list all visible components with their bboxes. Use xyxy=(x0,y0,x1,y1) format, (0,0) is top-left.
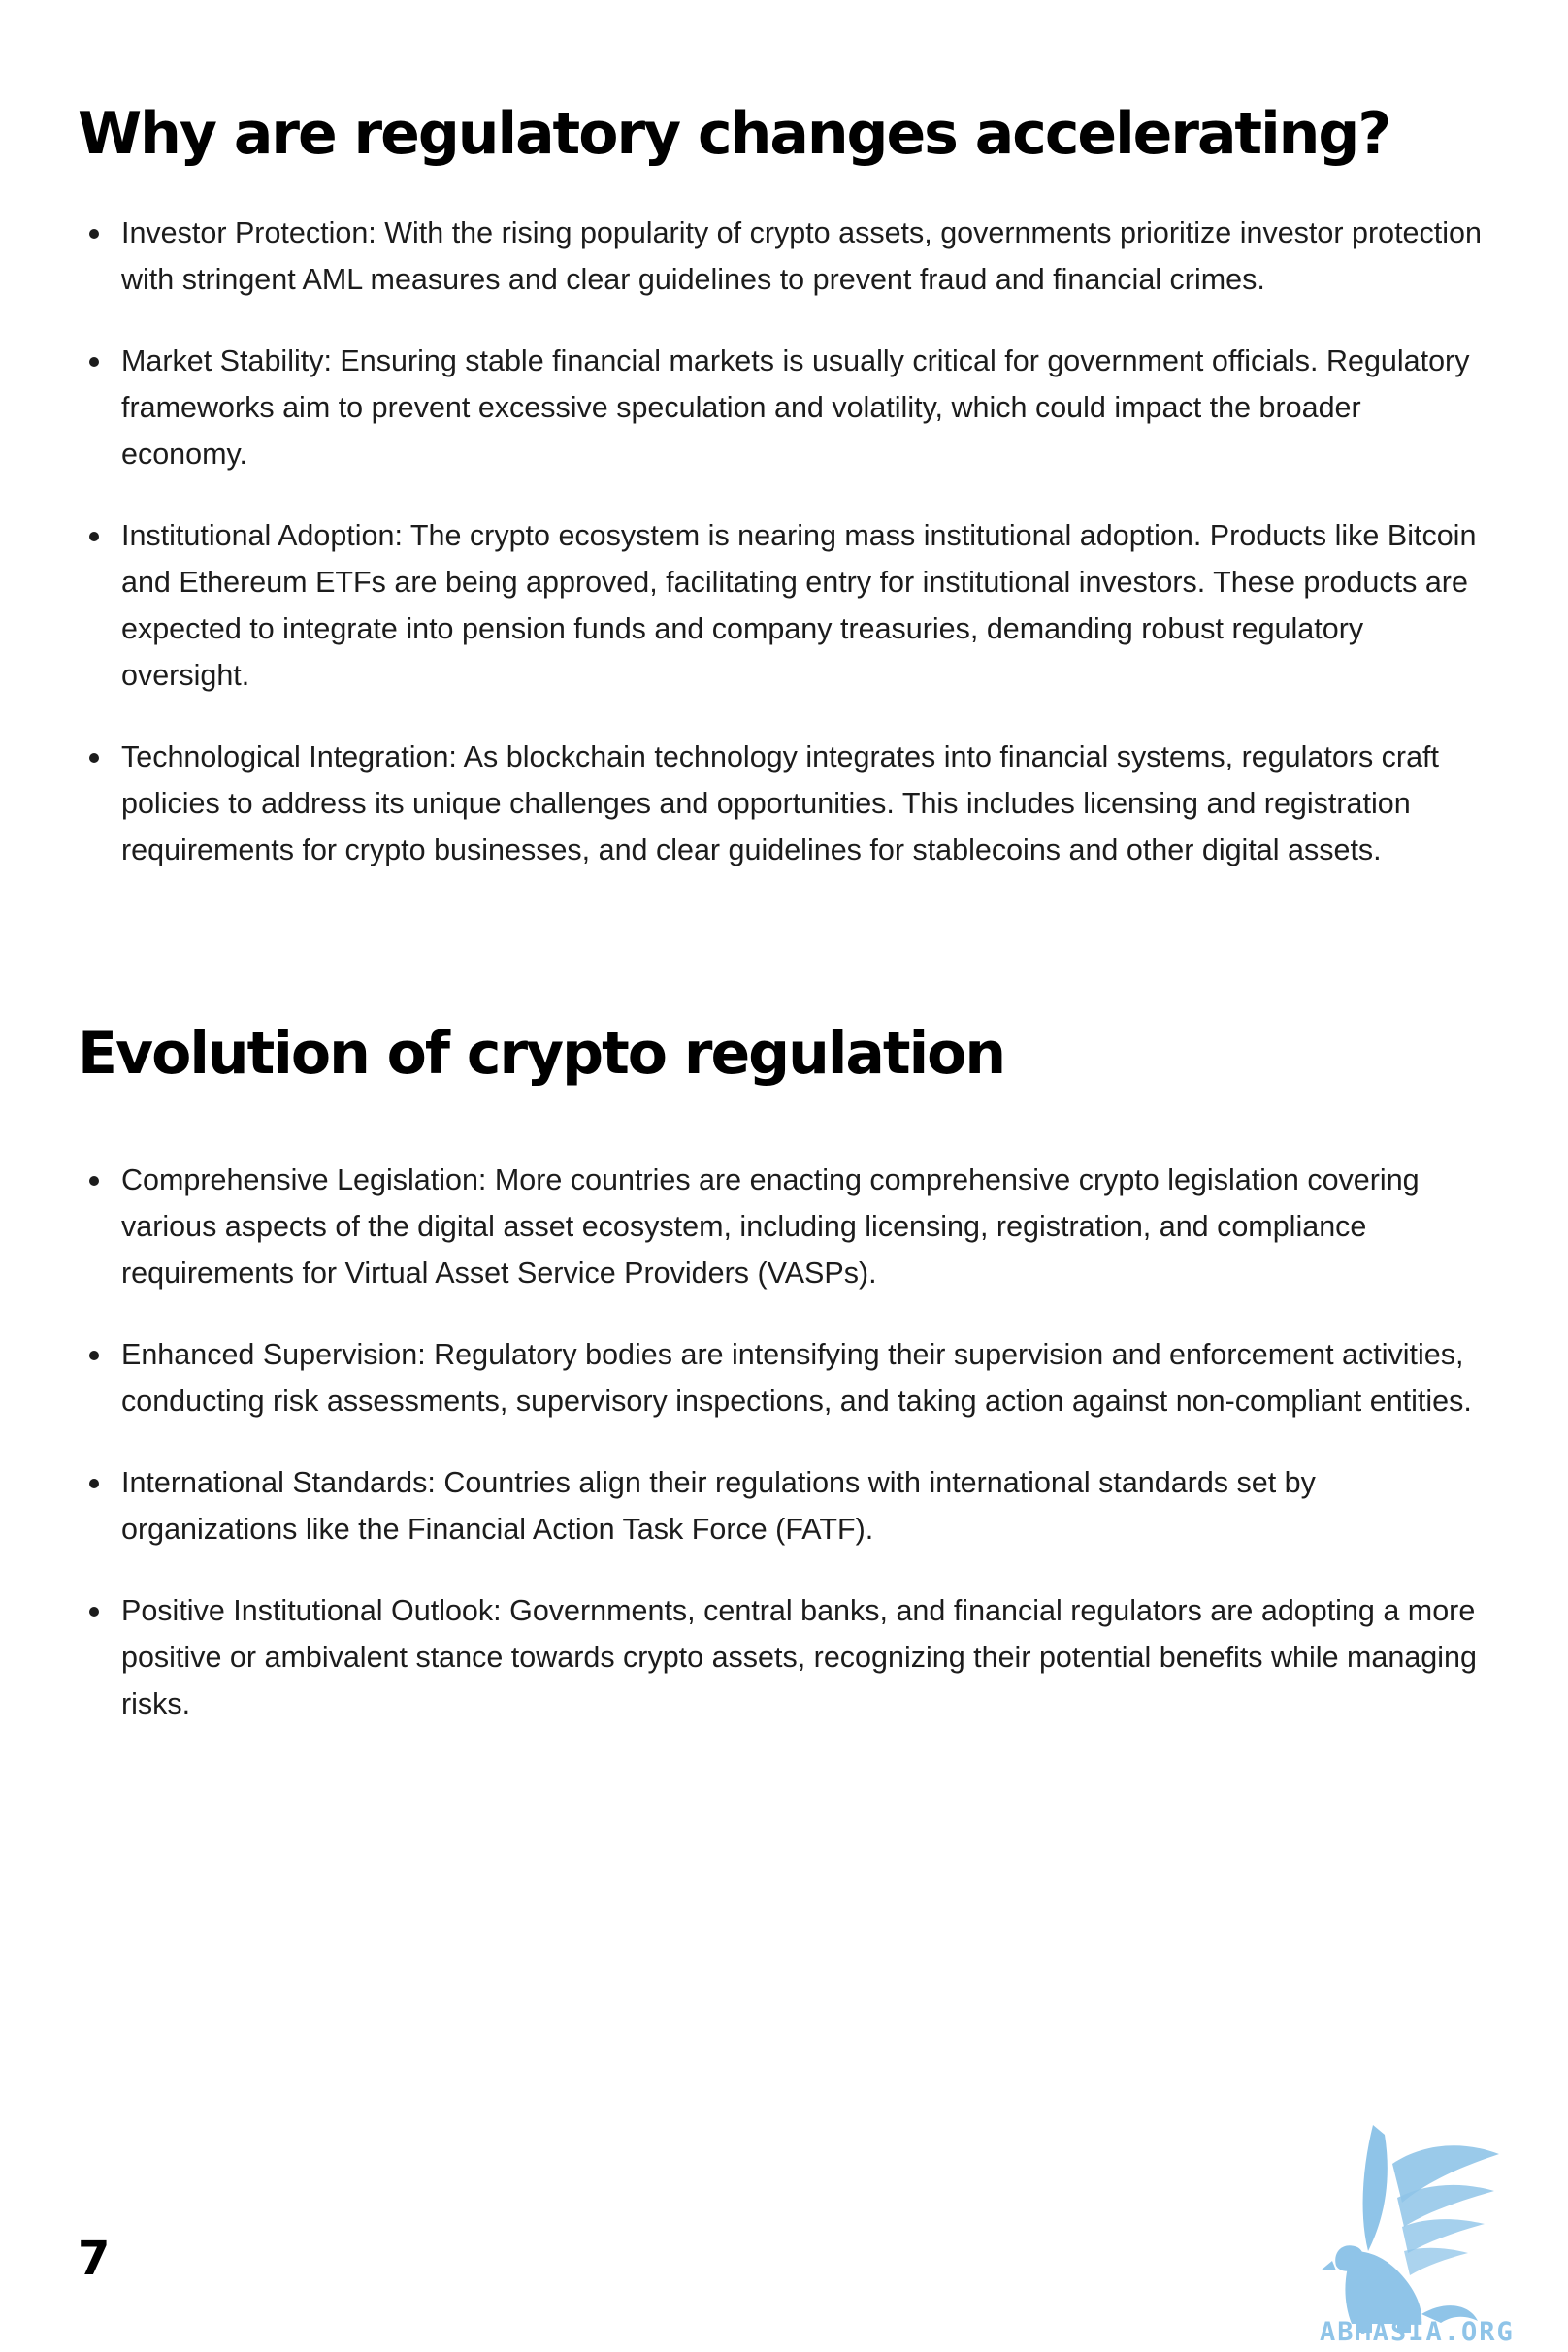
list-item-text: Enhanced Supervision: Regulatory bodies … xyxy=(121,1338,1472,1418)
list-item: Enhanced Supervision: Regulatory bodies … xyxy=(78,1331,1494,1424)
bullet-icon xyxy=(89,229,99,239)
bullet-icon xyxy=(89,532,99,541)
list-item: Comprehensive Legislation: More countrie… xyxy=(78,1157,1494,1296)
griffin-logo-icon xyxy=(1321,2125,1499,2333)
list-item-text: Market Stability: Ensuring stable financ… xyxy=(121,344,1470,471)
bullet-icon xyxy=(89,357,99,367)
list-item: Investor Protection: With the rising pop… xyxy=(78,210,1494,303)
bullet-icon xyxy=(89,1607,99,1617)
list-item: International Standards: Countries align… xyxy=(78,1459,1494,1552)
bullet-icon xyxy=(89,1176,99,1186)
list-item-text: Positive Institutional Outlook: Governme… xyxy=(121,1594,1477,1720)
list-item-text: Investor Protection: With the rising pop… xyxy=(121,216,1482,296)
bullet-icon xyxy=(89,1351,99,1360)
logo-wordmark: ABMASIA.ORG xyxy=(1320,2317,1515,2347)
bullet-icon xyxy=(89,753,99,763)
page-number: 7 xyxy=(78,2232,111,2286)
list-item: Market Stability: Ensuring stable financ… xyxy=(78,338,1494,477)
list-item: Positive Institutional Outlook: Governme… xyxy=(78,1587,1494,1727)
list-item-text: Institutional Adoption: The crypto ecosy… xyxy=(121,519,1477,692)
section-heading-evolution: Evolution of crypto regulation xyxy=(78,1020,1006,1088)
bullet-icon xyxy=(89,1479,99,1488)
list-item-text: Comprehensive Legislation: More countrie… xyxy=(121,1163,1420,1290)
list-item-text: Technological Integration: As blockchain… xyxy=(121,740,1439,866)
list-item: Technological Integration: As blockchain… xyxy=(78,734,1494,873)
list-item-text: International Standards: Countries align… xyxy=(121,1466,1316,1546)
list-item: Institutional Adoption: The crypto ecosy… xyxy=(78,512,1494,699)
section-heading-regulatory-changes: Why are regulatory changes accelerating? xyxy=(78,100,1391,168)
regulatory-changes-list: Investor Protection: With the rising pop… xyxy=(78,210,1494,908)
evolution-list: Comprehensive Legislation: More countrie… xyxy=(78,1157,1494,1762)
